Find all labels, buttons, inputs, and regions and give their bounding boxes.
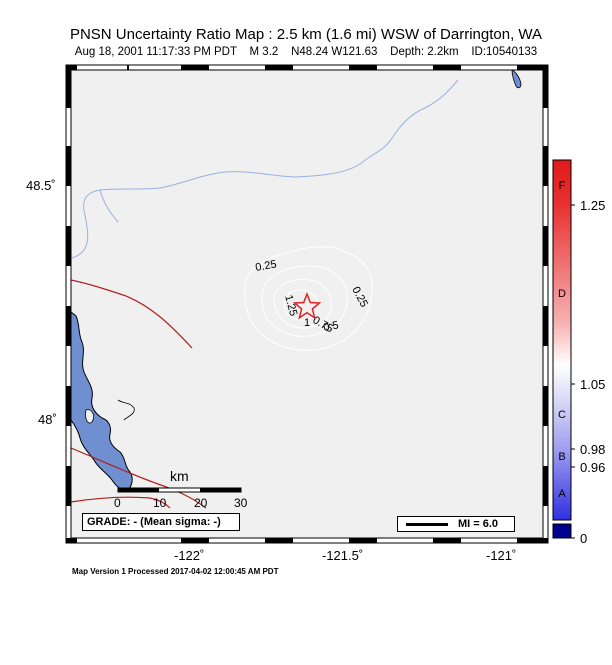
- colorbar-tick-label: 1.25: [580, 198, 606, 213]
- scale-bar: [117, 487, 242, 493]
- colorbar-grade-letter: D: [558, 288, 566, 300]
- scale-tick-label: 20: [194, 496, 208, 510]
- contour-line: [261, 265, 348, 337]
- event-info-line: Aug 18, 2001 11:17:33 PM PDT M 3.2 N48.2…: [74, 46, 538, 58]
- contour-label: 1: [304, 317, 310, 329]
- scale-tick-label: 0: [114, 496, 121, 510]
- colorbar-tick-label: 1.05: [580, 377, 606, 392]
- map-background: [71, 70, 543, 538]
- colorbar: [552, 159, 575, 539]
- island-shape: [85, 409, 94, 424]
- grade-box: GRADE: - (Mean sigma: -): [82, 513, 240, 531]
- fault-line: [71, 496, 171, 509]
- contour-line: [273, 279, 332, 329]
- shoreline: [117, 399, 135, 421]
- lon-label: -122˚: [174, 548, 205, 563]
- contour-line: [244, 246, 373, 351]
- lat-label: 48.5˚: [26, 178, 56, 193]
- star-icon: [292, 291, 322, 320]
- fault-line: [71, 447, 207, 509]
- colorbar-tick-label: 0.96: [580, 460, 606, 475]
- colorbar-grade-letter: A: [558, 488, 566, 500]
- contour-label: 1.25: [282, 294, 299, 318]
- map-frame: [65, 64, 549, 544]
- lon-label: -121.5˚: [322, 548, 364, 563]
- map-version-footer: Map Version 1 Processed 2017-04-02 12:00…: [72, 567, 279, 576]
- colorbar-tick-label: 0: [580, 531, 588, 546]
- lat-label: 48˚: [38, 412, 57, 427]
- grade-text: GRADE: - (Mean sigma: -): [87, 516, 221, 528]
- mi-legend-line: [406, 523, 448, 526]
- river-line: [71, 79, 459, 259]
- contour-label: 0.5: [322, 319, 339, 333]
- mi-legend-text: MI = 6.0: [458, 518, 499, 530]
- fault-line: [71, 279, 193, 349]
- colorbar-grade-letter: C: [558, 409, 566, 421]
- water-body: [71, 311, 133, 491]
- colorbar-tick-label: 0.98: [580, 442, 606, 457]
- colorbar-grade-letter: B: [558, 451, 566, 463]
- scale-unit-label: km: [170, 468, 189, 484]
- mi-legend-box: MI = 6.0: [397, 516, 515, 532]
- river-line-2: [99, 189, 119, 223]
- colorbar-grade-letter: F: [558, 180, 566, 192]
- contour-line: [283, 289, 319, 321]
- lon-label: -121˚: [486, 548, 517, 563]
- lake-shape: [511, 70, 522, 89]
- scale-tick-label: 30: [234, 496, 248, 510]
- contour-label: 0.25: [254, 258, 277, 274]
- scale-tick-label: 10: [153, 496, 167, 510]
- map-title: PNSN Uncertainty Ratio Map : 2.5 km (1.6…: [69, 26, 543, 43]
